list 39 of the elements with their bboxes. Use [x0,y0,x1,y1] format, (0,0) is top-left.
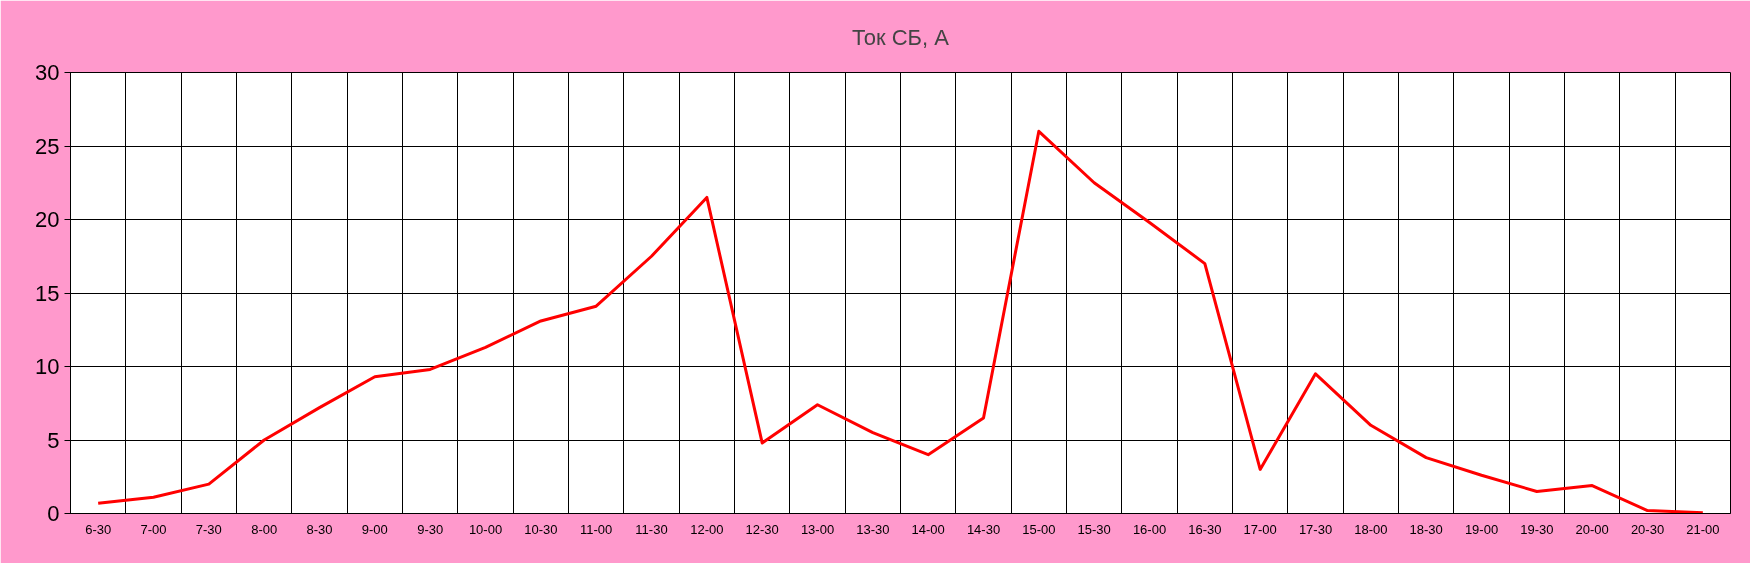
x-tick-label: 19-00 [1464,521,1499,537]
x-tick-label: 13-00 [800,521,835,537]
x-tick-label: 18-30 [1409,521,1443,537]
x-tick-label: 14-00 [911,521,945,537]
x-tick-label: 9-30 [417,521,444,537]
y-tick-label: 5 [47,427,60,453]
x-tick-label: 11-30 [635,521,668,537]
x-tick-label: 17-30 [1298,521,1333,537]
x-tick-label: 8-30 [306,521,333,537]
x-tick-label: 10-00 [468,521,503,537]
x-tick-label: 16-30 [1188,521,1222,537]
x-tick-label: 16-00 [1132,521,1167,537]
x-tick-label: 6-30 [85,521,112,537]
x-tick-label: 20-30 [1630,521,1665,537]
x-tick-label: 20-00 [1575,521,1609,537]
x-tick-label: 13-30 [856,521,890,537]
y-tick-label: 30 [35,60,60,85]
x-tick-label: 14-30 [966,521,1001,537]
x-tick-label: 21-00 [1686,521,1720,537]
line-series [96,129,1705,514]
x-tick-label: 17-00 [1243,521,1277,537]
x-tick-label: 9-00 [361,521,388,537]
y-tick-label: 15 [35,280,60,306]
y-tick-label: 25 [35,133,60,159]
y-tick-label: 10 [35,354,60,379]
x-tick-label: 12-00 [690,521,724,537]
x-tick-label: 19-30 [1520,521,1554,537]
y-tick-label: 20 [35,207,60,232]
x-tick-label: 15-30 [1077,521,1111,537]
x-tick-label: 7-30 [195,521,222,537]
x-tick-label: 8-00 [251,521,278,537]
x-tick-label: 11-00 [580,521,613,537]
x-tick-label: 15-00 [1022,521,1056,537]
x-tick-label: 10-30 [524,521,558,537]
x-tick-label: 12-30 [745,521,779,537]
x-tick-label: 7-00 [140,521,167,537]
y-tick-label: 0 [47,501,60,526]
chart-title: Ток СБ, А [852,25,950,50]
x-tick-label: 18-00 [1354,521,1388,537]
